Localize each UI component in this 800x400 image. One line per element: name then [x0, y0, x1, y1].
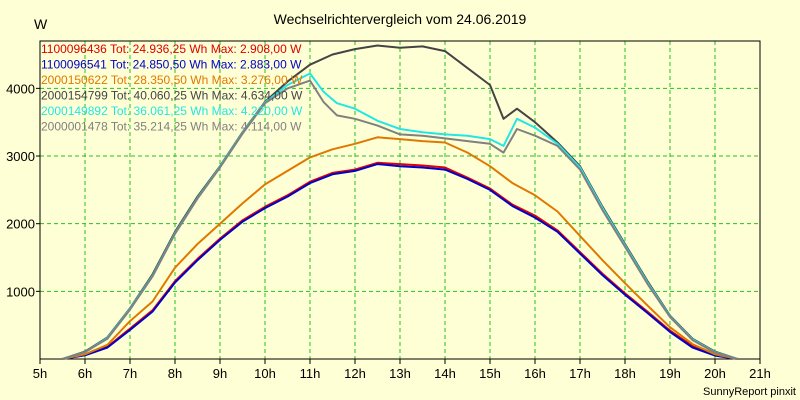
- y-tick-label: 4000: [6, 81, 35, 96]
- legend-entry-1100096541: 1100096541 Tot: 24.850,50 Wh Max: 2.883,…: [41, 58, 302, 72]
- footer-credit: SunnyReport pinxit: [703, 386, 796, 398]
- series-lines: [62, 44, 738, 360]
- x-tick-label: 11h: [300, 366, 321, 381]
- y-tick-label: 2000: [6, 217, 35, 232]
- x-tick-label: 14h: [434, 366, 456, 381]
- x-tick-label: 18h: [614, 366, 636, 381]
- x-tick-label: 15h: [479, 366, 501, 381]
- x-tick-label: 9h: [213, 366, 227, 381]
- legend-entry-2000001478: 2000001478 Tot: 35.214,25 Wh Max: 4.114,…: [41, 120, 302, 134]
- x-tick-label: 8h: [168, 366, 182, 381]
- x-tick-label: 13h: [389, 366, 411, 381]
- x-tick-label: 21h: [749, 366, 771, 381]
- x-tick-label: 5h: [33, 366, 47, 381]
- legend-entry-2000150622: 2000150622 Tot: 28.350,50 Wh Max: 3.276,…: [41, 73, 303, 87]
- series-line-2000001478: [62, 79, 738, 360]
- series-line-1100096541: [62, 163, 738, 360]
- x-tick-label: 19h: [659, 366, 681, 381]
- axis-ticks: 5h 6h 7h 8h 9h 10h 11h 12h 13h 14h 15h 16h 17h 18h 19h…: [6, 81, 771, 381]
- x-tick-label: 16h: [524, 366, 546, 381]
- legend-entry-2000154799: 2000154799 Tot: 40.060,25 Wh Max: 4.634,…: [41, 89, 303, 103]
- x-tick-label: 20h: [704, 366, 726, 381]
- legend: 1100096436 Tot: 24.936,25 Wh Max: 2.908,…: [41, 42, 303, 134]
- legend-entry-1100096436: 1100096436 Tot: 24.936,25 Wh Max: 2.908,…: [41, 42, 302, 56]
- x-tick-label: 7h: [123, 366, 137, 381]
- chart-title: Wechselrichtervergleich vom 24.06.2019: [274, 11, 527, 27]
- y-tick-label: 1000: [6, 284, 35, 299]
- x-tick-label: 17h: [569, 366, 591, 381]
- x-tick-label: 10h: [254, 366, 276, 381]
- y-tick-label: 3000: [6, 149, 35, 164]
- series-line-2000150622: [62, 136, 738, 360]
- y-axis-unit-label: W: [34, 16, 48, 32]
- x-tick-label: 12h: [344, 366, 366, 381]
- legend-entry-2000149892: 2000149892 Tot: 36.061,25 Wh Max: 4.220,…: [41, 104, 303, 118]
- x-tick-label: 6h: [78, 366, 92, 381]
- grid: [40, 41, 760, 359]
